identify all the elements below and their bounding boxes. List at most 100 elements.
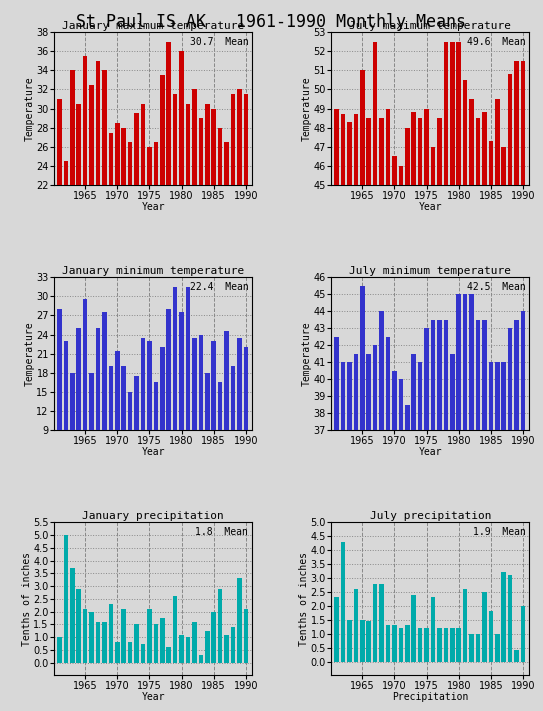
Bar <box>379 311 384 711</box>
Bar <box>231 627 235 663</box>
Bar <box>334 337 339 711</box>
Y-axis label: Temperature: Temperature <box>302 321 312 386</box>
Bar <box>134 624 139 663</box>
Bar <box>412 112 416 711</box>
Bar <box>399 628 403 661</box>
Bar <box>418 118 422 711</box>
Bar <box>173 95 178 396</box>
Bar <box>166 647 171 663</box>
Bar <box>501 362 506 711</box>
Bar <box>340 542 345 661</box>
Bar <box>514 651 519 661</box>
Bar <box>134 376 139 488</box>
Y-axis label: Temperature: Temperature <box>25 321 35 386</box>
Bar <box>109 366 113 488</box>
Bar <box>96 60 100 396</box>
Bar <box>463 294 468 711</box>
Y-axis label: Tenths of inches: Tenths of inches <box>22 552 32 646</box>
Bar <box>154 383 158 488</box>
Bar <box>489 611 493 661</box>
Bar <box>64 341 68 488</box>
Bar <box>109 132 113 396</box>
Bar <box>463 589 468 661</box>
Bar <box>199 118 203 396</box>
Bar <box>360 620 364 661</box>
Bar <box>437 118 442 711</box>
Bar <box>224 142 229 396</box>
X-axis label: Precipitation: Precipitation <box>392 693 469 702</box>
Bar <box>160 75 165 396</box>
Bar <box>57 99 62 396</box>
Bar <box>482 592 487 661</box>
Bar <box>412 353 416 711</box>
Bar <box>457 41 461 711</box>
Bar <box>77 589 81 663</box>
Bar <box>501 147 506 711</box>
Title: January precipitation: January precipitation <box>83 511 224 521</box>
Bar <box>437 628 442 661</box>
Bar <box>495 634 500 661</box>
Bar <box>243 95 248 396</box>
Bar <box>405 405 409 711</box>
Bar <box>186 637 190 663</box>
Bar <box>347 362 352 711</box>
Bar <box>482 112 487 711</box>
Bar <box>205 104 210 396</box>
Bar <box>115 642 119 663</box>
Bar <box>501 572 506 661</box>
Bar <box>243 609 248 663</box>
Bar <box>57 309 62 488</box>
Bar <box>128 392 132 488</box>
X-axis label: Year: Year <box>142 202 165 212</box>
Title: January maximum temperature: January maximum temperature <box>62 21 244 31</box>
Bar <box>444 41 448 711</box>
Bar <box>154 624 158 663</box>
Bar <box>109 604 113 663</box>
Bar <box>386 109 390 711</box>
Bar <box>89 85 94 396</box>
Bar <box>405 128 409 711</box>
Bar <box>431 320 435 711</box>
Bar <box>469 634 474 661</box>
Bar <box>192 622 197 663</box>
Bar <box>96 622 100 663</box>
Bar <box>450 41 454 711</box>
Bar <box>186 287 190 488</box>
Bar <box>367 118 371 711</box>
Bar <box>508 328 513 711</box>
Bar <box>469 294 474 711</box>
Bar <box>431 597 435 661</box>
Bar <box>412 594 416 661</box>
Bar <box>476 118 481 711</box>
Bar <box>83 56 87 396</box>
Text: 30.7  Mean: 30.7 Mean <box>190 36 248 47</box>
Title: July minimum temperature: July minimum temperature <box>350 267 512 277</box>
Bar <box>424 628 429 661</box>
Bar <box>160 348 165 488</box>
X-axis label: Year: Year <box>142 447 165 457</box>
Bar <box>450 353 454 711</box>
Bar <box>334 109 339 711</box>
Bar <box>360 70 364 711</box>
Bar <box>231 95 235 396</box>
Bar <box>373 346 377 711</box>
Bar <box>476 634 481 661</box>
Bar <box>373 584 377 661</box>
Bar <box>405 625 409 661</box>
Bar <box>205 631 210 663</box>
Bar <box>218 128 223 396</box>
X-axis label: Year: Year <box>419 202 442 212</box>
Bar <box>57 637 62 663</box>
Bar <box>457 294 461 711</box>
Bar <box>399 379 403 711</box>
Bar <box>173 287 178 488</box>
Bar <box>360 286 364 711</box>
Bar <box>192 90 197 396</box>
Bar <box>444 628 448 661</box>
Bar <box>508 74 513 711</box>
Bar <box>166 309 171 488</box>
Text: St Paul IS AK   1961-1990 Monthly Means: St Paul IS AK 1961-1990 Monthly Means <box>77 13 466 31</box>
Bar <box>424 328 429 711</box>
Bar <box>224 635 229 663</box>
Title: July precipitation: July precipitation <box>370 511 491 521</box>
